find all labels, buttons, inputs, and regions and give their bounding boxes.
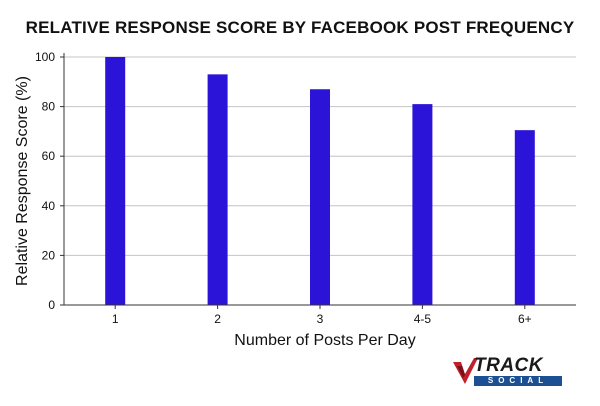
bar xyxy=(412,104,433,306)
y-tick-label: 60 xyxy=(42,149,56,163)
y-axis-label: Relative Response Score (%) xyxy=(14,76,31,286)
bar xyxy=(105,57,126,305)
x-tick-label: 2 xyxy=(214,312,221,326)
y-tick-label: 40 xyxy=(42,199,56,213)
chart-title: RELATIVE RESPONSE SCORE BY FACEBOOK POST… xyxy=(25,18,575,37)
y-tick-labels: 0 20 40 60 80 100 xyxy=(35,50,55,312)
checkmark-logo-icon xyxy=(453,358,478,384)
y-tick-label: 80 xyxy=(42,100,56,114)
bars xyxy=(105,57,535,306)
logo-subword: SOCIAL xyxy=(474,376,562,386)
x-tick-label: 3 xyxy=(317,312,324,326)
bar xyxy=(207,74,228,305)
x-tick-label: 1 xyxy=(112,312,119,326)
x-tick-label: 4-5 xyxy=(414,312,432,326)
x-tick-labels: 1 2 3 4-5 6+ xyxy=(112,305,532,326)
y-tick-label: 0 xyxy=(48,298,55,312)
x-axis-label: Number of Posts Per Day xyxy=(234,332,415,349)
bar xyxy=(514,130,535,305)
x-tick-label: 6+ xyxy=(518,312,532,326)
logo-word: TRACK xyxy=(474,355,543,376)
y-tick-label: 20 xyxy=(42,248,56,262)
bar xyxy=(310,89,330,306)
y-tick-label: 100 xyxy=(35,50,55,64)
track-social-logo: TRACK SOCIAL xyxy=(452,356,564,386)
